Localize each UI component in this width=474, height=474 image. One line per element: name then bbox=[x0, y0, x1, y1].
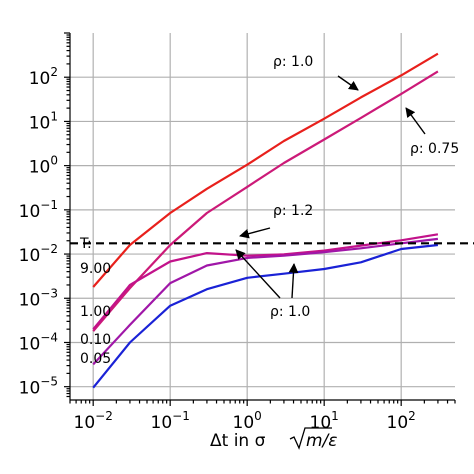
temperature-value: 9.00 bbox=[80, 261, 111, 277]
x-tick-label: 101 bbox=[310, 409, 339, 433]
grid bbox=[70, 33, 455, 400]
series-lines bbox=[92, 52, 439, 389]
temperature-title: T: bbox=[79, 236, 92, 252]
series-line-5 bbox=[92, 243, 439, 389]
series-line-3 bbox=[92, 233, 439, 330]
annotation-arrow bbox=[235, 249, 281, 299]
series-line-4 bbox=[92, 237, 439, 366]
y-tick-label: 10−2 bbox=[19, 242, 58, 266]
y-tick-label: 100 bbox=[29, 154, 58, 178]
annotation-label: ρ: 0.75 bbox=[410, 141, 459, 157]
y-tick-label: 101 bbox=[29, 109, 58, 133]
annotation-arrow bbox=[288, 263, 299, 299]
sqrt-symbol bbox=[289, 427, 332, 450]
temperature-value: 0.05 bbox=[80, 351, 111, 367]
x-tick-label: 10−1 bbox=[151, 409, 190, 433]
series-line-2 bbox=[92, 70, 439, 332]
y-tick-label: 10−5 bbox=[19, 375, 58, 399]
temperature-value: 1.00 bbox=[80, 304, 111, 320]
annotation-arrow bbox=[405, 107, 426, 135]
y-axis-ticks: 10−5 10−4 10−3 10−2 10−1 100 101 102 bbox=[19, 32, 70, 399]
y-tick-label: 10−3 bbox=[19, 286, 58, 310]
x-tick-label: 100 bbox=[233, 409, 262, 433]
annotation-label: ρ: 1.0 bbox=[270, 304, 310, 320]
temperature-legend: T: 9.00 1.00 0.10 0.05 bbox=[79, 236, 111, 367]
x-axis-label-radicand: m/ε bbox=[306, 431, 337, 451]
annotation-arrow bbox=[337, 75, 359, 91]
y-tick-label: 10−4 bbox=[19, 330, 58, 354]
series-line-1 bbox=[92, 52, 439, 288]
temperature-value: 0.10 bbox=[80, 332, 111, 348]
annotation-label: ρ: 1.2 bbox=[273, 203, 313, 219]
x-axis-label: Δt in σ m/ε bbox=[210, 427, 337, 451]
x-axis-label-text: Δt in σ bbox=[210, 431, 266, 451]
annotation-arrow bbox=[239, 227, 271, 239]
annotations: ρ: 1.0 ρ: 0.75 ρ: 1.2 ρ: 1.0 bbox=[235, 54, 459, 320]
y-tick-label: 102 bbox=[29, 65, 58, 89]
x-tick-label: 102 bbox=[387, 409, 416, 433]
y-tick-label: 10−1 bbox=[19, 198, 58, 222]
x-tick-label: 10−2 bbox=[74, 409, 113, 433]
annotation-label: ρ: 1.0 bbox=[273, 54, 313, 70]
x-axis-ticks: 10−2 10−1 100 101 102 bbox=[69, 400, 456, 433]
